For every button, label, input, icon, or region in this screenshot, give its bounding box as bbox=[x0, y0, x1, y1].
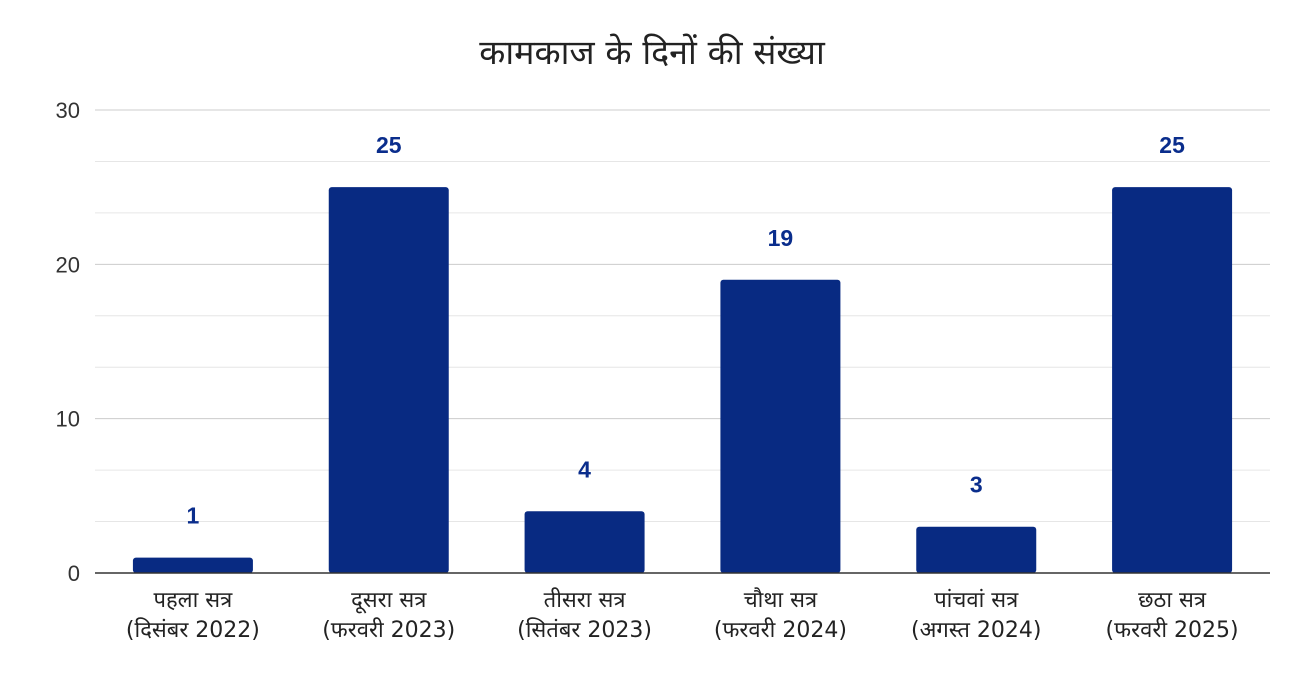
data-labels: 1 25 4 19 3 25 bbox=[187, 132, 1186, 528]
bar bbox=[132, 557, 253, 573]
x-tick-label: तीसरा सत्र bbox=[544, 587, 627, 613]
y-tick-label: 30 bbox=[56, 98, 80, 123]
data-label: 25 bbox=[1159, 132, 1185, 158]
y-tick-label: 0 bbox=[68, 561, 80, 586]
bar bbox=[524, 511, 645, 573]
y-tick-label: 10 bbox=[56, 407, 80, 432]
x-tick-label: पहला सत्र bbox=[154, 588, 234, 613]
data-label: 4 bbox=[578, 456, 591, 482]
bar bbox=[916, 526, 1037, 573]
data-label: 19 bbox=[768, 225, 794, 251]
x-tick-label: पांचवां सत्र bbox=[934, 588, 1019, 613]
x-tick-label: (सितंबर 2023) bbox=[517, 617, 652, 643]
y-axis: 0 10 20 30 bbox=[56, 98, 80, 586]
x-tick-label: दूसरा सत्र bbox=[351, 588, 427, 614]
data-label: 25 bbox=[376, 132, 402, 158]
x-tick-label: (फरवरी 2024) bbox=[714, 617, 847, 643]
y-tick-label: 20 bbox=[56, 252, 80, 277]
bar bbox=[1112, 187, 1233, 573]
x-tick-label: छठा सत्र bbox=[1138, 588, 1207, 613]
bar bbox=[720, 279, 841, 573]
x-tick-label: (अगस्त 2024) bbox=[911, 618, 1041, 643]
gridlines bbox=[95, 109, 1270, 523]
x-axis: पहला सत्र (दिसंबर 2022) दूसरा सत्र (फरवरी 2… bbox=[95, 572, 1270, 643]
x-tick-label: चौथा सत्र bbox=[744, 587, 818, 613]
data-label: 3 bbox=[970, 472, 983, 498]
bar bbox=[328, 187, 449, 573]
data-label: 1 bbox=[187, 503, 200, 529]
x-tick-label: (फरवरी 2025) bbox=[1106, 617, 1239, 643]
chart-title: कामकाज के दिनों की संख्या bbox=[479, 33, 826, 73]
x-tick-label: (दिसंबर 2022) bbox=[126, 617, 260, 643]
bars bbox=[132, 187, 1233, 573]
x-tick-label: (फरवरी 2023) bbox=[322, 617, 455, 643]
